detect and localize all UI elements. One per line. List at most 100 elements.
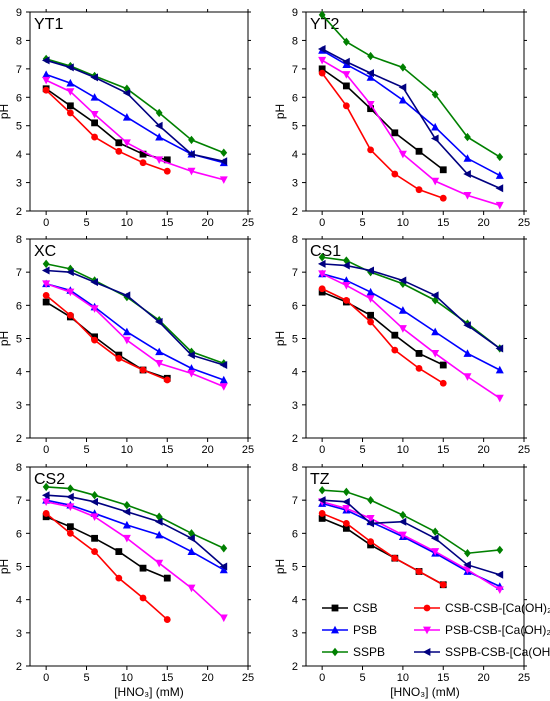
data-point [398, 325, 407, 333]
series-0 [318, 288, 447, 369]
series-1 [42, 291, 171, 384]
x-tick-label: 20 [202, 444, 214, 456]
data-point [439, 194, 447, 202]
data-point [187, 364, 196, 372]
data-point [415, 186, 423, 194]
x-tick-label: 20 [202, 672, 214, 684]
data-point [66, 529, 74, 537]
series-5 [317, 496, 504, 579]
legend-marker [331, 647, 339, 657]
series-line [321, 512, 444, 586]
series-line [321, 288, 444, 384]
y-tick-label: 2 [16, 206, 22, 218]
x-tick-label: 0 [319, 672, 325, 684]
data-point [367, 146, 374, 154]
y-tick-label: 2 [292, 661, 298, 673]
data-point [398, 150, 407, 159]
data-point [439, 581, 447, 589]
data-point [391, 129, 399, 137]
data-point [398, 531, 407, 540]
data-point [367, 311, 374, 319]
data-point [42, 291, 50, 299]
data-point [366, 519, 374, 528]
y-tick-label: 5 [292, 334, 298, 346]
data-point [155, 347, 164, 356]
data-point [122, 291, 131, 300]
data-point [66, 288, 75, 297]
y-tick-label: 2 [292, 206, 298, 218]
legend-label: SSPB [353, 645, 385, 659]
x-tick-label: 0 [319, 444, 325, 456]
series-line [321, 48, 501, 189]
panel-title: CS1 [310, 243, 341, 260]
data-point [91, 336, 98, 344]
data-point [318, 65, 326, 73]
y-tick-label: 7 [292, 495, 298, 507]
data-point [495, 586, 504, 594]
series-1 [318, 69, 447, 202]
y-tick-label: 7 [292, 267, 298, 279]
x-tick-label: 0 [43, 217, 49, 229]
series-5 [41, 56, 228, 166]
data-point [367, 318, 374, 326]
data-point [187, 584, 196, 593]
data-point [219, 361, 228, 370]
y-tick-label: 8 [16, 462, 22, 474]
data-point [495, 344, 504, 353]
data-point [115, 548, 123, 555]
data-point [318, 253, 326, 262]
legend: CSB CSB-CSB-[Ca(OH)₂] PSB PSB-CSB-[Ca(OH)₂]… [322, 601, 550, 659]
data-point [163, 574, 171, 582]
data-point [219, 383, 228, 391]
data-point [42, 280, 51, 288]
data-point [91, 534, 98, 542]
data-point [90, 93, 99, 101]
chart-panel-yt1: 0 5 10 15 20 25 2 3 4 5 6 7 8 9 pH YT1 [0, 7, 254, 229]
chart-panel-cs1: 0 5 10 15 20 25 2 3 4 5 6 7 8 pH CS1 [273, 234, 530, 456]
x-tick-label: 10 [121, 672, 133, 684]
x-tick-label: 15 [161, 217, 173, 229]
y-tick-label: 7 [16, 64, 22, 76]
data-point [154, 317, 163, 326]
x-tick-label: 20 [202, 217, 214, 229]
y-tick-label: 8 [16, 234, 22, 246]
data-point [431, 177, 440, 186]
data-point [398, 306, 407, 314]
y-tick-label: 5 [292, 121, 298, 133]
data-point [139, 594, 147, 602]
data-point [367, 538, 374, 546]
data-point [366, 73, 375, 81]
data-point [342, 505, 351, 513]
data-point [399, 510, 407, 520]
series-line [321, 68, 444, 171]
data-point [42, 259, 50, 269]
series-0 [318, 65, 447, 174]
series-3 [42, 498, 228, 623]
data-point [317, 44, 326, 53]
data-point [317, 496, 326, 505]
data-point [391, 346, 399, 354]
y-tick-label: 8 [292, 35, 298, 47]
data-point [495, 365, 504, 374]
data-point [123, 84, 131, 93]
data-point [342, 524, 350, 532]
legend-marker [422, 648, 431, 656]
data-point [398, 83, 407, 92]
series-line [45, 73, 224, 164]
data-point [187, 167, 196, 176]
data-point [415, 364, 423, 372]
series-5 [41, 266, 228, 370]
x-tick-label: 20 [478, 444, 490, 456]
data-point [115, 355, 123, 362]
y-tick-label: 6 [16, 528, 22, 540]
data-point [187, 150, 195, 159]
series-line [321, 72, 444, 199]
legend-item: PSB [322, 623, 377, 637]
data-point [464, 132, 471, 142]
x-tick-label: 5 [359, 217, 365, 229]
data-point [318, 285, 326, 293]
legend-item: SSPB-CSB-[Ca(OH)₂] [414, 645, 550, 659]
data-point [91, 119, 98, 127]
data-point [366, 287, 375, 296]
data-point [366, 266, 374, 275]
